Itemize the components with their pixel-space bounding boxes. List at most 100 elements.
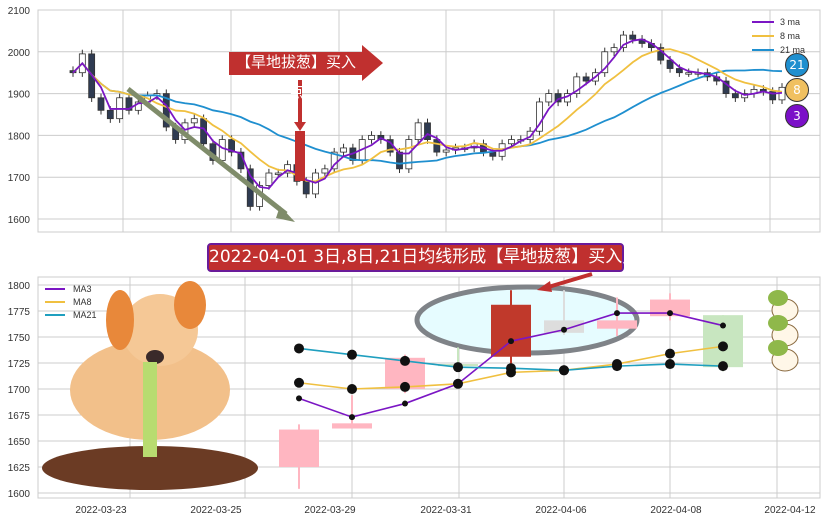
bottom-ma3-point [508, 338, 514, 345]
top-ma3-line [72, 38, 783, 190]
top-y-tick: 1800 [8, 131, 31, 142]
bottom-y-tick: 1750 [8, 333, 31, 344]
top-candle [228, 139, 235, 153]
top-candle [675, 68, 683, 74]
bottom-y-tick: 1725 [8, 359, 31, 370]
top-candle [536, 101, 543, 132]
bottom-ma21-point [453, 362, 463, 373]
dog-ear-illustration [174, 281, 206, 329]
bottom-candle [597, 320, 637, 329]
top-plot-area [37, 9, 821, 233]
bottom-ma3-point [667, 310, 673, 317]
bottom-ma3-point [614, 310, 620, 317]
bottom-x-tick: 2022-04-06 [535, 505, 587, 516]
top-candle [433, 139, 441, 153]
badge-ma3: 3 [785, 104, 809, 128]
buy-arrow-right-shape [229, 45, 383, 81]
bottom-x-tick: 2022-03-25 [190, 505, 242, 516]
top-candle [368, 134, 375, 140]
bottom-y-tick: 1675 [8, 411, 31, 422]
bottom-ma3-point [349, 414, 355, 421]
top-candle [601, 51, 609, 74]
bottom-ma8-point [718, 341, 728, 352]
bottom-y-tick: 1650 [8, 437, 31, 448]
buy-point-annotation: 【旱地拔葱】买入点 [235, 53, 356, 101]
top-candle [545, 93, 553, 103]
bottom-ma3-point [402, 400, 408, 407]
bottom-y-tick: 1700 [8, 385, 31, 396]
top-candle [125, 97, 133, 111]
scallion-leaves-illustration [768, 290, 788, 306]
top-candle [414, 122, 422, 140]
downtrend-arrow-head [276, 206, 295, 222]
bottom-candle [491, 304, 531, 357]
scallion-leaves-illustration [768, 315, 788, 331]
top-candle [97, 97, 105, 111]
top-candle [302, 180, 310, 195]
bottom-ma21-point [400, 355, 410, 366]
top-candle [274, 172, 282, 175]
bottom-ma3-point [296, 395, 302, 402]
buy-arrow-down-head [294, 122, 306, 131]
top-candle [722, 80, 730, 94]
bottom-x-tick: 2022-03-23 [75, 505, 127, 516]
top-candle [582, 76, 590, 82]
bottom-legend-label-ma8: MA8 [73, 297, 92, 307]
bottom-chart-title: 2022-04-01 3日,8日,21日均线形成【旱地拔葱】买入点 [207, 243, 639, 272]
top-candle [573, 76, 581, 94]
bottom-ma8-point [453, 378, 463, 389]
bottom-ma8-point [294, 377, 304, 388]
top-y-tick: 2000 [8, 48, 31, 59]
bottom-candle [332, 423, 372, 429]
bottom-y-tick: 1775 [8, 307, 31, 318]
top-candle [284, 164, 291, 174]
top-legend-label-ma21: 21 ma [780, 45, 805, 55]
top-y-tick: 1600 [8, 215, 31, 226]
dog-soil-illustration [42, 446, 258, 490]
bottom-ma3-point [720, 322, 726, 329]
badge-ma21: 21 [785, 53, 809, 77]
bottom-x-tick: 2022-03-29 [304, 505, 356, 516]
bottom-y-tick: 1600 [8, 489, 31, 500]
top-candle [629, 34, 637, 40]
bottom-ma21-point [347, 349, 357, 360]
top-candle [396, 151, 403, 170]
buy-point-marker [295, 131, 305, 181]
bottom-ma21-point [559, 365, 569, 376]
top-candle [340, 147, 347, 153]
bottom-candle [279, 429, 319, 467]
bottom-ma21-point [612, 361, 622, 372]
top-candle [620, 34, 627, 49]
top-candle [424, 122, 431, 140]
bottom-x-tick: 2022-03-31 [420, 505, 472, 516]
downtrend-arrow [126, 87, 288, 216]
title-pointer-arrow-head [537, 281, 552, 292]
scallion-leaves-illustration [768, 340, 788, 356]
top-y-tick: 1900 [8, 90, 31, 101]
bottom-ma3-point [561, 326, 567, 333]
bottom-ma21-point [506, 363, 516, 374]
top-ma8-line [72, 48, 783, 183]
top-candle [731, 93, 739, 99]
dog-ear-illustration [106, 290, 134, 350]
top-candle [610, 47, 618, 53]
dog-nose-illustration [146, 350, 164, 364]
top-y-tick: 1700 [8, 173, 31, 184]
bottom-legend-label-ma3: MA3 [73, 284, 92, 294]
bottom-ma21-point [294, 343, 304, 354]
bottom-candle [544, 320, 584, 333]
top-candle [330, 151, 338, 170]
bottom-ma8-point [665, 348, 675, 359]
top-candle [218, 139, 226, 161]
bottom-x-tick: 2022-04-08 [650, 505, 702, 516]
bottom-candle [650, 299, 690, 317]
bottom-y-tick: 1625 [8, 463, 31, 474]
top-candle [508, 139, 515, 145]
top-legend-label-ma3: 3 ma [780, 17, 800, 27]
top-candle [265, 172, 273, 186]
top-candle [190, 118, 198, 124]
title-pointer-arrow [544, 272, 593, 290]
top-candle [106, 109, 114, 120]
top-legend-label-ma8: 8 ma [780, 31, 800, 41]
